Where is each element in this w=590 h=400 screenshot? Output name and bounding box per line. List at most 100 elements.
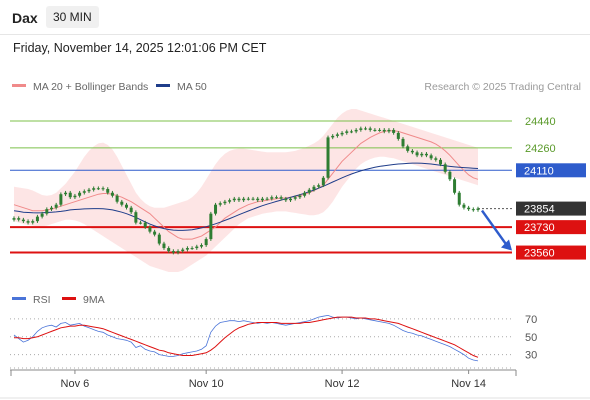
candle-body bbox=[143, 222, 147, 228]
candle-body bbox=[153, 231, 157, 235]
candle-body bbox=[49, 207, 53, 210]
symbol-label: Dax bbox=[12, 10, 38, 26]
candle-body bbox=[120, 201, 124, 205]
projection-arrow bbox=[480, 209, 509, 247]
candle-body bbox=[406, 146, 410, 151]
candle-body bbox=[359, 128, 363, 130]
candle-body bbox=[157, 234, 161, 244]
candle-body bbox=[167, 248, 171, 252]
candle-body bbox=[368, 128, 372, 130]
legend-swatch bbox=[156, 84, 170, 87]
rsi-legend-swatch bbox=[12, 297, 26, 300]
candle-body bbox=[307, 189, 311, 193]
candle-body bbox=[218, 203, 222, 205]
candle-body bbox=[209, 213, 213, 240]
candle-body bbox=[181, 249, 185, 252]
candle-body bbox=[471, 209, 475, 211]
candle-body bbox=[68, 192, 72, 198]
candle-body bbox=[124, 204, 128, 208]
candle-body bbox=[453, 179, 457, 193]
level-badge-23560 bbox=[516, 245, 586, 260]
candle-body bbox=[260, 198, 264, 201]
legend-label: MA 50 bbox=[177, 81, 207, 93]
candle-body bbox=[364, 128, 368, 130]
candle-body bbox=[199, 245, 203, 247]
header-bar: Dax 30 MIN bbox=[0, 0, 590, 35]
candle-body bbox=[82, 191, 86, 193]
candle-body bbox=[171, 251, 175, 253]
level-badge-23730 bbox=[516, 220, 586, 235]
candle-body bbox=[467, 207, 471, 210]
candle-body bbox=[303, 192, 307, 196]
candle-body bbox=[256, 198, 260, 201]
candle-body bbox=[176, 251, 180, 253]
candle-body bbox=[476, 208, 480, 210]
candle-body bbox=[298, 195, 302, 198]
candle-body bbox=[148, 227, 152, 232]
candle-body bbox=[12, 218, 16, 220]
rsi-tick-label: 70 bbox=[525, 314, 537, 326]
x-tick-label: Nov 14 bbox=[451, 378, 486, 390]
legend-label: MA 20 + Bollinger Bands bbox=[33, 81, 148, 93]
rsi-line bbox=[13, 314, 479, 362]
candle-body bbox=[246, 198, 250, 200]
candle-body bbox=[443, 164, 447, 172]
rsi-tick-label: 30 bbox=[525, 350, 537, 362]
timeframe-button[interactable]: 30 MIN bbox=[46, 6, 99, 28]
candle-body bbox=[40, 213, 44, 217]
candle-body bbox=[331, 135, 335, 138]
candle-body bbox=[349, 131, 353, 133]
candle-body bbox=[162, 243, 166, 249]
candle-body bbox=[17, 218, 21, 220]
candle-body bbox=[21, 219, 25, 222]
candle-body bbox=[340, 132, 344, 135]
candle-body bbox=[139, 222, 143, 224]
candle-body bbox=[45, 209, 49, 214]
candle-body bbox=[321, 177, 325, 186]
candle-body bbox=[96, 188, 100, 190]
candle-body bbox=[251, 198, 255, 200]
candle-body bbox=[232, 198, 236, 201]
candle-body bbox=[373, 129, 377, 131]
candle-body bbox=[87, 189, 91, 192]
candle-body bbox=[185, 248, 189, 250]
candle-body bbox=[424, 153, 428, 156]
candle-body bbox=[101, 188, 105, 190]
candle-body bbox=[73, 195, 77, 198]
candle-body bbox=[59, 194, 63, 205]
candle-body bbox=[64, 192, 68, 195]
rsi-tick-label: 50 bbox=[525, 332, 537, 344]
candle-body bbox=[279, 197, 283, 199]
candle-body bbox=[237, 198, 241, 201]
candle-body bbox=[448, 171, 452, 180]
candle-body bbox=[293, 197, 297, 199]
candle-body bbox=[284, 198, 288, 201]
rsi-legend-label: RSI bbox=[33, 294, 51, 306]
candle-body bbox=[78, 192, 82, 196]
candle-body bbox=[242, 198, 246, 201]
ma50-line bbox=[13, 162, 479, 231]
candle-body bbox=[392, 129, 396, 133]
candle-body bbox=[462, 204, 466, 208]
ma20-line bbox=[13, 130, 479, 240]
x-tick-label: Nov 12 bbox=[325, 378, 360, 390]
candle-body bbox=[54, 204, 58, 208]
candles bbox=[12, 126, 480, 255]
candle-body bbox=[415, 152, 419, 156]
candle-body bbox=[335, 134, 339, 136]
candle-body bbox=[382, 129, 386, 132]
level-label-24260: 24260 bbox=[525, 143, 556, 155]
candle-body bbox=[378, 129, 382, 131]
candle-body bbox=[420, 153, 424, 156]
rsi-legend-label: 9MA bbox=[83, 294, 105, 306]
candle-body bbox=[110, 192, 114, 196]
candle-body bbox=[26, 221, 30, 223]
bollinger-band bbox=[14, 109, 478, 272]
candle-body bbox=[387, 129, 391, 132]
candle-body bbox=[289, 198, 293, 201]
level-label-24440: 24440 bbox=[525, 116, 556, 128]
candle-body bbox=[410, 150, 414, 153]
candle-body bbox=[439, 159, 443, 165]
candle-body bbox=[204, 239, 208, 246]
x-tick-label: Nov 6 bbox=[61, 378, 90, 390]
